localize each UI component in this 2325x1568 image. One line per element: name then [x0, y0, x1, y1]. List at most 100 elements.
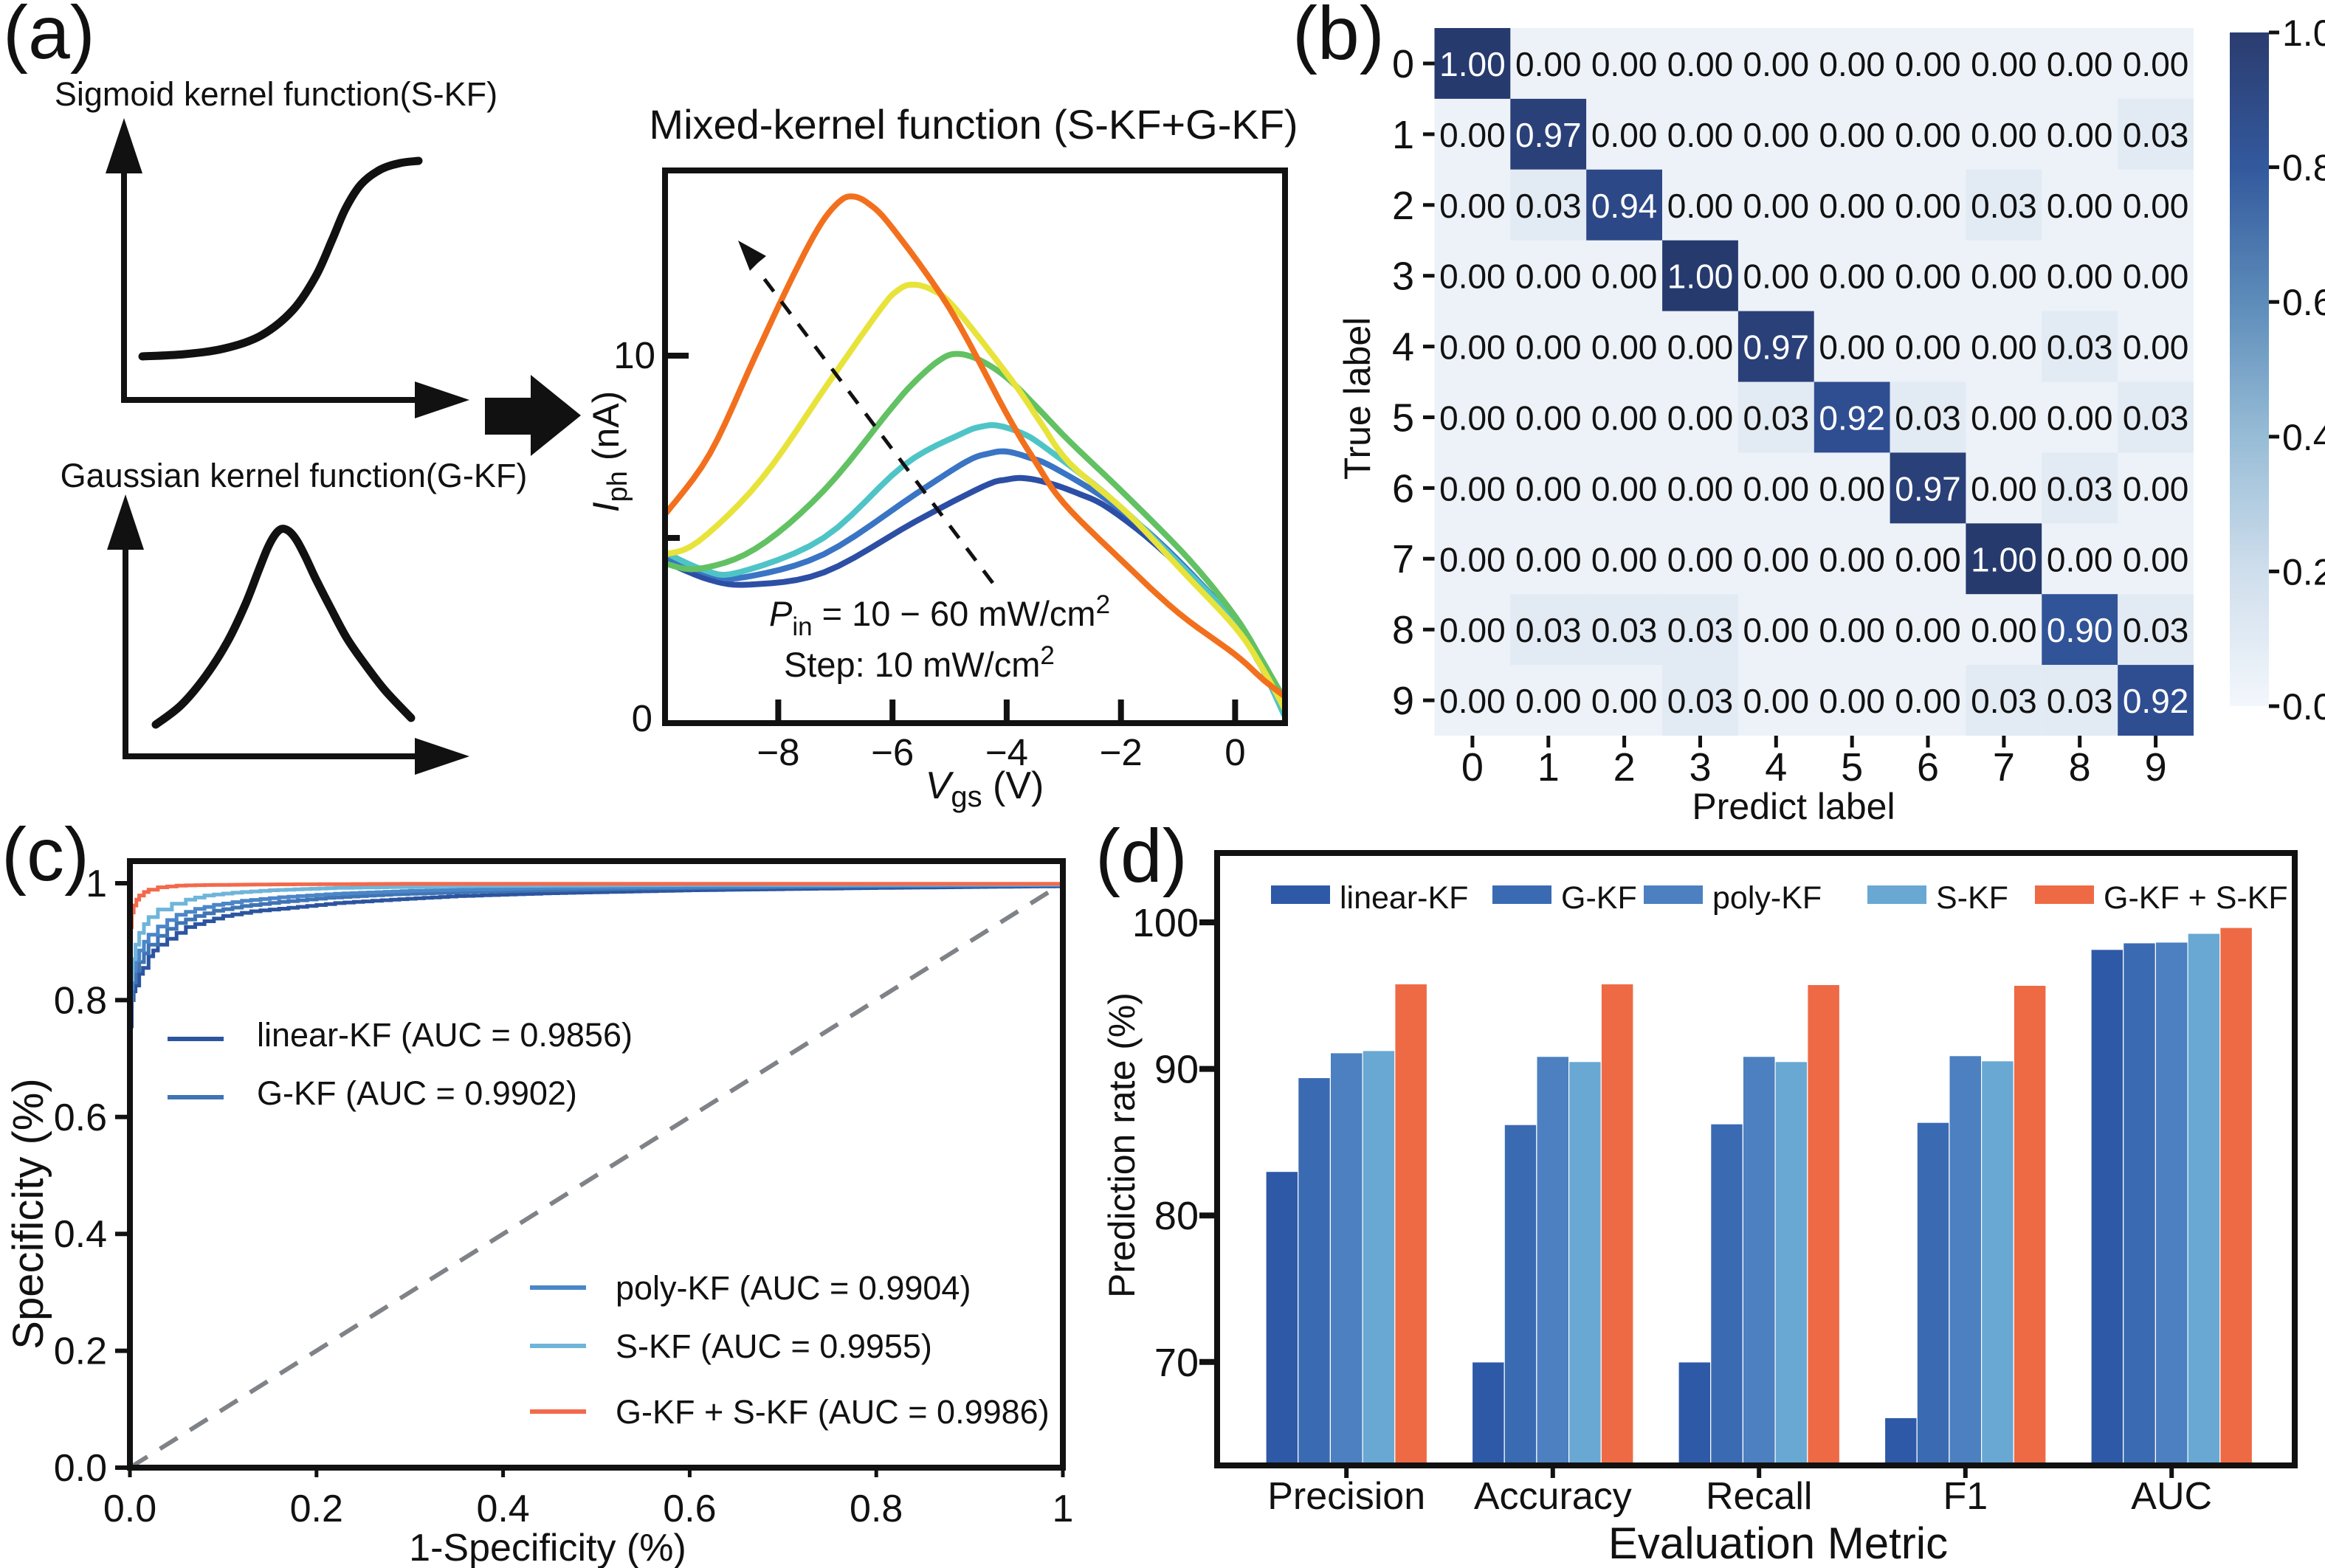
svg-text:(b): (b) [1292, 0, 1385, 75]
svg-text:1: 1 [86, 863, 107, 905]
svg-text:0.00: 0.00 [1743, 116, 1810, 154]
svg-text:0.00: 0.00 [1819, 45, 1885, 83]
svg-text:0.03: 0.03 [2047, 469, 2113, 508]
svg-text:0.00: 0.00 [1439, 540, 1506, 578]
svg-text:poly-KF (AUC = 0.9904): poly-KF (AUC = 0.9904) [616, 1269, 971, 1307]
svg-text:G-KF + S-KF: G-KF + S-KF [2104, 880, 2288, 916]
svg-text:Evaluation Metric: Evaluation Metric [1608, 1519, 1948, 1568]
svg-text:0.00: 0.00 [1439, 258, 1506, 296]
svg-text:1.00: 1.00 [1667, 258, 1734, 296]
svg-text:0: 0 [632, 697, 652, 739]
svg-text:poly-KF: poly-KF [1712, 880, 1822, 916]
svg-text:0.6: 0.6 [2282, 282, 2325, 323]
svg-text:0.00: 0.00 [1667, 328, 1734, 367]
svg-text:0.03: 0.03 [2047, 682, 2113, 720]
svg-text:Gaussian kernel function(G-KF): Gaussian kernel function(G-KF) [61, 457, 528, 494]
svg-text:0.00: 0.00 [1971, 469, 2037, 508]
svg-text:0.00: 0.00 [1667, 469, 1734, 508]
svg-text:0.00: 0.00 [1743, 682, 1810, 720]
svg-text:9: 9 [2145, 745, 2167, 790]
svg-text:0.2: 0.2 [2282, 551, 2325, 593]
svg-text:Predict label: Predict label [1692, 786, 1895, 827]
svg-text:0.03: 0.03 [2123, 611, 2189, 649]
svg-text:−6: −6 [871, 731, 914, 773]
svg-text:0.03: 0.03 [2123, 116, 2189, 154]
svg-text:0.6: 0.6 [663, 1488, 716, 1530]
svg-text:0.00: 0.00 [2123, 45, 2189, 83]
svg-text:4: 4 [1392, 325, 1414, 370]
svg-text:S-KF: S-KF [1936, 880, 2008, 916]
svg-text:7: 7 [1993, 745, 2015, 790]
svg-text:0.97: 0.97 [1895, 469, 1961, 508]
svg-text:0.00: 0.00 [1895, 187, 1961, 225]
svg-text:5: 5 [1392, 396, 1414, 441]
svg-text:0.00: 0.00 [1515, 328, 1582, 367]
svg-text:0.4: 0.4 [476, 1488, 529, 1530]
svg-text:3: 3 [1689, 745, 1711, 790]
svg-text:0.00: 0.00 [1591, 45, 1658, 83]
svg-text:0.00: 0.00 [1439, 611, 1506, 649]
svg-text:0.8: 0.8 [850, 1488, 903, 1530]
svg-text:0: 0 [1461, 745, 1484, 790]
svg-text:80: 80 [1154, 1194, 1199, 1238]
svg-text:G-KF: G-KF [1561, 880, 1637, 916]
svg-text:0.03: 0.03 [2123, 399, 2189, 438]
svg-text:Prediction rate (%): Prediction rate (%) [1101, 992, 1143, 1298]
svg-text:(a): (a) [3, 0, 95, 75]
svg-text:4: 4 [1765, 745, 1787, 790]
svg-text:True label: True label [1337, 317, 1378, 480]
svg-text:Mixed-kernel function (S-KF+G-: Mixed-kernel function (S-KF+G-KF) [649, 101, 1298, 148]
svg-text:0.00: 0.00 [1895, 258, 1961, 296]
svg-text:0.00: 0.00 [2047, 258, 2113, 296]
svg-text:0.03: 0.03 [1667, 611, 1734, 649]
svg-text:0.94: 0.94 [1591, 187, 1658, 225]
svg-text:0.00: 0.00 [1667, 45, 1734, 83]
svg-text:0.00: 0.00 [1743, 469, 1810, 508]
svg-text:0.00: 0.00 [1439, 116, 1506, 154]
svg-text:1: 1 [1053, 1488, 1074, 1530]
svg-text:8: 8 [1392, 608, 1414, 652]
svg-text:0.00: 0.00 [1819, 682, 1885, 720]
svg-text:linear-KF (AUC = 0.9856): linear-KF (AUC = 0.9856) [257, 1016, 633, 1054]
svg-text:0.00: 0.00 [1971, 399, 2037, 438]
svg-text:0.00: 0.00 [1819, 258, 1885, 296]
svg-text:0.03: 0.03 [1591, 611, 1658, 649]
svg-text:Sigmoid kernel function(S-KF): Sigmoid kernel function(S-KF) [55, 75, 497, 113]
svg-text:0.00: 0.00 [1667, 187, 1734, 225]
svg-text:6: 6 [1917, 745, 1939, 790]
svg-text:0.4: 0.4 [2282, 417, 2325, 458]
svg-text:0.00: 0.00 [2047, 116, 2113, 154]
svg-text:0.00: 0.00 [1667, 540, 1734, 578]
svg-text:Accuracy: Accuracy [1474, 1475, 1632, 1518]
svg-text:−2: −2 [1100, 731, 1143, 773]
svg-text:0.00: 0.00 [1439, 399, 1506, 438]
svg-text:0.00: 0.00 [1515, 258, 1582, 296]
svg-text:0.03: 0.03 [2047, 328, 2113, 367]
svg-text:0.00: 0.00 [1439, 469, 1506, 508]
svg-text:0.00: 0.00 [1591, 328, 1658, 367]
svg-text:0.92: 0.92 [1819, 399, 1885, 438]
svg-text:0.00: 0.00 [1819, 469, 1885, 508]
svg-text:0.03: 0.03 [1971, 187, 2037, 225]
svg-text:linear-KF: linear-KF [1340, 880, 1468, 916]
svg-text:0.00: 0.00 [1515, 682, 1582, 720]
svg-text:6: 6 [1392, 466, 1414, 511]
svg-text:0.00: 0.00 [1515, 399, 1582, 438]
svg-text:0.00: 0.00 [1971, 45, 2037, 83]
svg-text:0.00: 0.00 [1743, 258, 1810, 296]
svg-text:0.00: 0.00 [2123, 187, 2189, 225]
svg-text:9: 9 [1392, 679, 1414, 723]
svg-text:0.00: 0.00 [1895, 682, 1961, 720]
svg-text:0.00: 0.00 [1743, 611, 1810, 649]
svg-text:(c): (c) [1, 812, 89, 897]
svg-text:0.00: 0.00 [1743, 540, 1810, 578]
svg-text:Specificity (%): Specificity (%) [4, 1078, 52, 1349]
svg-text:0.2: 0.2 [290, 1488, 343, 1530]
svg-text:Precision: Precision [1267, 1475, 1425, 1518]
svg-text:0.03: 0.03 [1515, 187, 1582, 225]
svg-text:−4: −4 [985, 731, 1028, 773]
svg-text:F1: F1 [1943, 1475, 1988, 1518]
svg-text:0.00: 0.00 [1895, 611, 1961, 649]
svg-text:Pin = 10 − 60 mW/cm2: Pin = 10 − 60 mW/cm2 [769, 590, 1110, 641]
svg-text:1.0: 1.0 [2282, 13, 2325, 54]
